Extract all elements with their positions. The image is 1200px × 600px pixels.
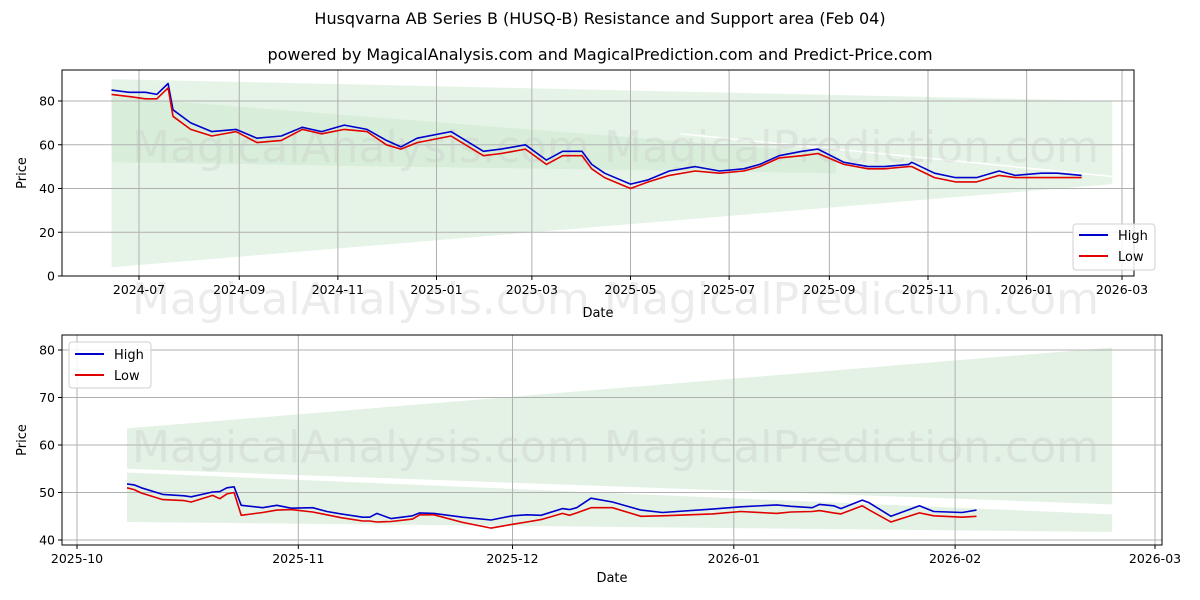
x-tick-label: 2025-03: [506, 282, 558, 297]
x-tick-label: 2025-11: [272, 551, 324, 566]
legend-low-label-bottom: Low: [114, 369, 140, 384]
top-x-axis-label: Date: [582, 306, 613, 321]
bottom-axes-frame: [61, 334, 1163, 546]
watermark-analysis-bottom: MagicalAnalysis.com: [132, 422, 590, 473]
legend-high-label: High: [1118, 229, 1148, 244]
x-tick-label: 2025-11: [902, 282, 954, 297]
x-tick-label: 2026-03: [1096, 282, 1148, 297]
x-tick-label: 2025-10: [51, 551, 103, 566]
bottom-y-axis: 40 50 60 70 80: [39, 343, 62, 548]
x-tick-label: 2026-02: [929, 551, 981, 566]
series-low: [126, 487, 977, 529]
bottom-legend: High Low: [68, 341, 152, 389]
top-price-lines: [111, 82, 1082, 190]
watermark-prediction-top-lower: MagicalPrediction.com: [604, 274, 1099, 325]
band-lower_band: [126, 472, 1113, 532]
band-upper_band: [126, 347, 1113, 505]
x-tick-label: 2025-12: [486, 551, 538, 566]
x-tick-label: 2026-01: [1000, 282, 1052, 297]
y-tick-label: 50: [39, 485, 55, 500]
x-tick-label: 2025-01: [410, 282, 462, 297]
bottom-support-resistance-bands: [126, 347, 1113, 532]
series-low: [111, 87, 1082, 190]
y-tick-label: 0: [47, 269, 55, 284]
watermark-prediction-bottom: MagicalPrediction.com: [604, 422, 1099, 473]
y-tick-label: 40: [39, 181, 55, 196]
top-support-resistance-bands: [111, 79, 1113, 268]
y-tick-label: 80: [39, 94, 55, 109]
bottom-x-axis: 2025-10 2025-11 2025-12 2026-01 2026-02 2026-…: [51, 545, 1181, 566]
top-y-axis: 0 20 40 60 80: [39, 94, 62, 284]
band-inner: [111, 96, 836, 174]
watermark-analysis-top: MagicalAnalysis.com: [132, 122, 590, 173]
y-tick-label: 60: [39, 137, 55, 152]
x-tick-label: 2025-09: [803, 282, 855, 297]
trend-line: [680, 133, 1113, 178]
bottom-y-axis-label: Price: [15, 424, 30, 456]
bottom-chart: MagicalAnalysis.com MagicalPrediction.co…: [15, 334, 1181, 586]
x-tick-label: 2024-09: [213, 282, 265, 297]
y-tick-label: 80: [39, 343, 55, 358]
bottom-price-lines: [126, 483, 977, 529]
x-tick-label: 2024-11: [312, 282, 364, 297]
chart-title: Husqvarna AB Series B (HUSQ-B) Resistanc…: [314, 9, 886, 28]
band-outer: [111, 79, 1113, 268]
y-tick-label: 20: [39, 225, 55, 240]
y-tick-label: 40: [39, 533, 55, 548]
top-axes-frame: [61, 69, 1135, 277]
series-high: [111, 82, 1082, 185]
top-x-axis: 2024-07 2024-09 2024-11 2025-01 2025-03 2025-…: [113, 276, 1148, 297]
bottom-x-axis-label: Date: [596, 571, 627, 586]
legend-high-label-bottom: High: [114, 348, 144, 363]
x-tick-label: 2026-01: [708, 551, 760, 566]
x-tick-label: 2024-07: [113, 282, 165, 297]
top-y-axis-label: Price: [15, 157, 30, 189]
top-chart: MagicalAnalysis.com MagicalPrediction.co…: [15, 69, 1156, 325]
x-tick-label: 2025-07: [703, 282, 755, 297]
x-tick-label: 2026-03: [1129, 551, 1181, 566]
y-tick-label: 70: [39, 390, 55, 405]
y-tick-label: 60: [39, 438, 55, 453]
top-legend: High Low: [1072, 223, 1156, 271]
legend-low-label: Low: [1118, 250, 1144, 265]
chart-subtitle: powered by MagicalAnalysis.com and Magic…: [267, 45, 933, 64]
watermark-analysis-top-lower: MagicalAnalysis.com: [132, 274, 590, 325]
bottom-grid: [62, 335, 1162, 545]
series-high: [126, 483, 977, 521]
watermark-prediction-top: MagicalPrediction.com: [604, 122, 1099, 173]
x-tick-label: 2025-05: [604, 282, 656, 297]
